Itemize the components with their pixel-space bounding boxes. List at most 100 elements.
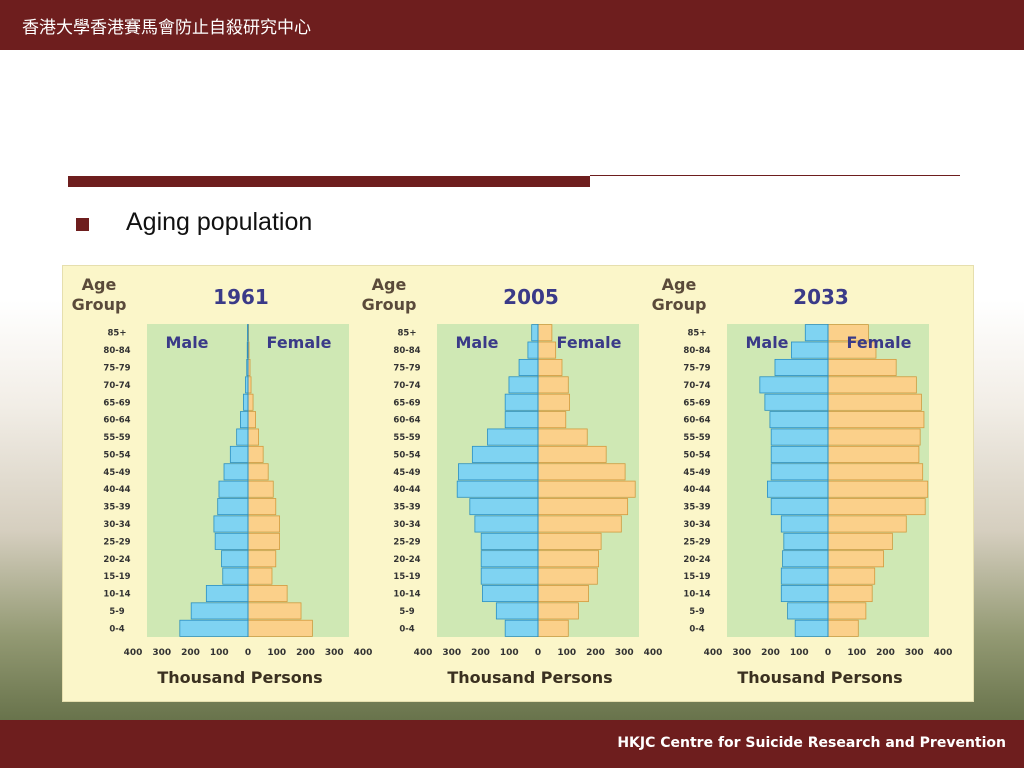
female-bar-15-19 <box>827 567 876 585</box>
footer-text: HKJC Centre for Suicide Research and Pre… <box>617 735 1006 751</box>
divider-bar-thick <box>68 176 590 187</box>
x-tick-label: 100 <box>847 648 866 658</box>
x-tick-label: 200 <box>761 648 780 658</box>
female-bar-35-39 <box>537 498 629 516</box>
male-bar-45-49 <box>458 463 539 481</box>
male-bar-0-4 <box>794 619 829 637</box>
age-tick-label: 35-39 <box>683 503 710 513</box>
group-label: Group <box>362 295 417 314</box>
age-tick-label: 15-19 <box>683 572 710 582</box>
male-bar-50-54 <box>229 445 249 463</box>
age-tick-label: 55-59 <box>393 433 420 443</box>
age-tick-label: 35-39 <box>103 503 130 513</box>
x-tick-label: 200 <box>296 648 315 658</box>
male-bar-15-19 <box>780 567 829 585</box>
x-tick-label: 300 <box>442 648 461 658</box>
male-bar-60-64 <box>504 411 539 429</box>
male-bar-5-9 <box>495 602 539 620</box>
male-bar-15-19 <box>222 567 249 585</box>
female-bar-85+ <box>537 324 553 342</box>
group-label: Group <box>652 295 707 314</box>
female-bar-30-34 <box>247 515 280 533</box>
female-bar-30-34 <box>827 515 907 533</box>
x-tick-label: 400 <box>414 648 433 658</box>
male-bar-0-4 <box>179 619 249 637</box>
male-bar-40-44 <box>218 480 249 498</box>
age-tick-label: 60-64 <box>393 416 420 426</box>
x-tick-label: 400 <box>704 648 723 658</box>
female-bar-65-69 <box>537 393 570 411</box>
female-bar-10-14 <box>537 585 589 603</box>
age-tick-label: 30-34 <box>393 520 420 530</box>
x-tick-label: 100 <box>557 648 576 658</box>
age-tick-label: 75-79 <box>393 363 420 373</box>
female-bar-65-69 <box>247 393 254 411</box>
x-tick-label: 100 <box>210 648 229 658</box>
footer-bar: HKJC Centre for Suicide Research and Pre… <box>0 720 1024 768</box>
female-bar-5-9 <box>247 602 302 620</box>
x-axis-label: Thousand Persons <box>447 668 612 687</box>
age-label: Age <box>662 275 697 294</box>
male-bar-55-59 <box>236 428 249 446</box>
age-tick-label: 15-19 <box>103 572 130 582</box>
population-pyramids-panel: Age Group 1961 0-4 5-9 10-14 15-19 20-24 25-29 30… <box>62 265 974 702</box>
female-bar-10-14 <box>827 585 873 603</box>
age-tick-label: 50-54 <box>393 450 420 460</box>
female-bar-20-24 <box>537 550 599 568</box>
male-label: Male <box>745 333 788 352</box>
x-axis-label: Thousand Persons <box>737 668 902 687</box>
male-label: Male <box>165 333 208 352</box>
female-bar-0-4 <box>827 619 859 637</box>
chart-title-2033: 2033 <box>793 285 849 309</box>
male-bar-25-29 <box>214 532 249 550</box>
male-bar-45-49 <box>770 463 829 481</box>
age-tick-label: 0-4 <box>689 624 704 634</box>
x-tick-label: 300 <box>152 648 171 658</box>
x-tick-label: 200 <box>471 648 490 658</box>
age-tick-label: 30-34 <box>103 520 130 530</box>
x-tick-label: 0 <box>535 648 541 658</box>
age-tick-label: 30-34 <box>683 520 710 530</box>
female-bar-75-79 <box>827 358 897 376</box>
female-bar-70-74 <box>827 376 917 394</box>
male-bar-70-74 <box>508 376 539 394</box>
female-bar-25-29 <box>827 532 893 550</box>
female-bar-55-59 <box>827 428 921 446</box>
male-bar-25-29 <box>480 532 539 550</box>
x-tick-label: 100 <box>790 648 809 658</box>
male-bar-30-34 <box>474 515 539 533</box>
female-bar-70-74 <box>537 376 569 394</box>
group-label: Group <box>72 295 127 314</box>
male-bar-30-34 <box>213 515 249 533</box>
x-tick-label: 200 <box>586 648 605 658</box>
female-bar-35-39 <box>247 498 277 516</box>
female-bar-75-79 <box>537 358 563 376</box>
x-tick-label: 300 <box>615 648 634 658</box>
male-bar-45-49 <box>223 463 249 481</box>
age-tick-label: 80-84 <box>393 346 420 356</box>
x-tick-label: 0 <box>245 648 251 658</box>
male-bar-10-14 <box>780 585 829 603</box>
male-bar-50-54 <box>770 445 829 463</box>
x-tick-label: 400 <box>934 648 953 658</box>
female-bar-30-34 <box>537 515 622 533</box>
female-bar-45-49 <box>827 463 924 481</box>
male-bar-25-29 <box>783 532 829 550</box>
male-bar-35-39 <box>469 498 539 516</box>
male-bar-65-69 <box>504 393 539 411</box>
age-tick-label: 70-74 <box>393 381 420 391</box>
age-tick-label: 85+ <box>688 329 707 339</box>
x-tick-label: 200 <box>181 648 200 658</box>
female-bar-60-64 <box>247 411 256 429</box>
female-bar-20-24 <box>827 550 884 568</box>
male-bar-55-59 <box>770 428 829 446</box>
age-tick-label: 25-29 <box>683 537 710 547</box>
age-tick-label: 65-69 <box>683 398 710 408</box>
female-bar-45-49 <box>247 463 269 481</box>
female-bar-55-59 <box>537 428 588 446</box>
female-bar-20-24 <box>247 550 277 568</box>
x-tick-label: 200 <box>876 648 895 658</box>
age-tick-label: 60-64 <box>683 416 710 426</box>
female-bar-50-54 <box>247 445 264 463</box>
male-bar-30-34 <box>780 515 829 533</box>
